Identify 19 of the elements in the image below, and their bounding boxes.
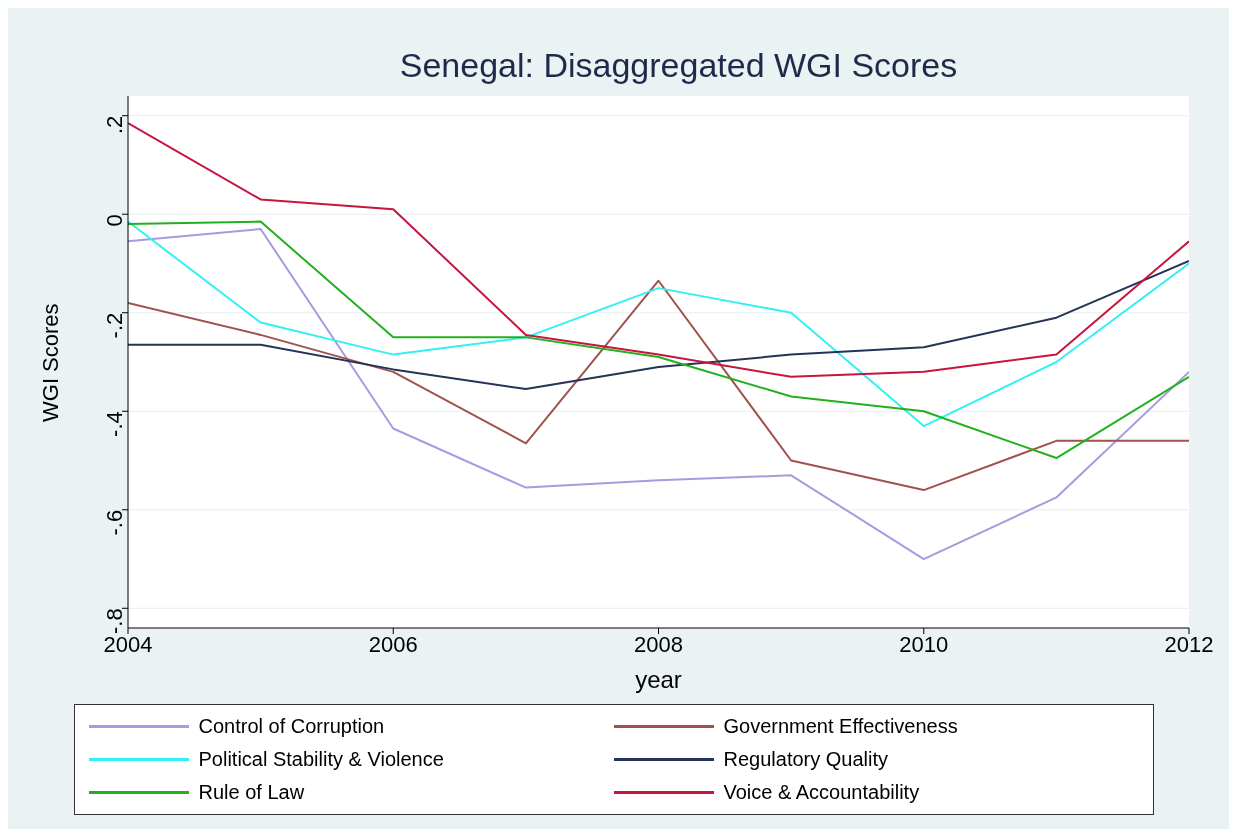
legend-label: Voice & Accountability <box>723 781 920 804</box>
x-tick-label: 2012 <box>1164 631 1214 657</box>
y-tick-label: -.2 <box>101 312 127 339</box>
legend-label: Government Effectiveness <box>723 715 958 738</box>
chart-title: Senegal: Disaggregated WGI Scores <box>398 45 959 86</box>
legend-label: Control of Corruption <box>198 715 385 738</box>
y-tick-label: -.4 <box>101 411 127 437</box>
x-tick-label: 2006 <box>368 631 418 657</box>
x-tick-label: 2010 <box>899 631 949 657</box>
legend-label: Regulatory Quality <box>723 748 889 771</box>
y-tick-label: -.6 <box>101 509 127 536</box>
y-axis-title: WGI Scores <box>37 303 63 422</box>
x-axis-title: year <box>635 666 682 693</box>
legend-label: Rule of Law <box>198 781 305 804</box>
y-tick-label: .2 <box>101 115 127 135</box>
y-tick-label: -.8 <box>101 608 127 634</box>
legend-label: Political Stability & Violence <box>198 748 444 771</box>
x-tick-label: 2008 <box>634 631 683 657</box>
y-tick-label: 0 <box>101 214 127 227</box>
